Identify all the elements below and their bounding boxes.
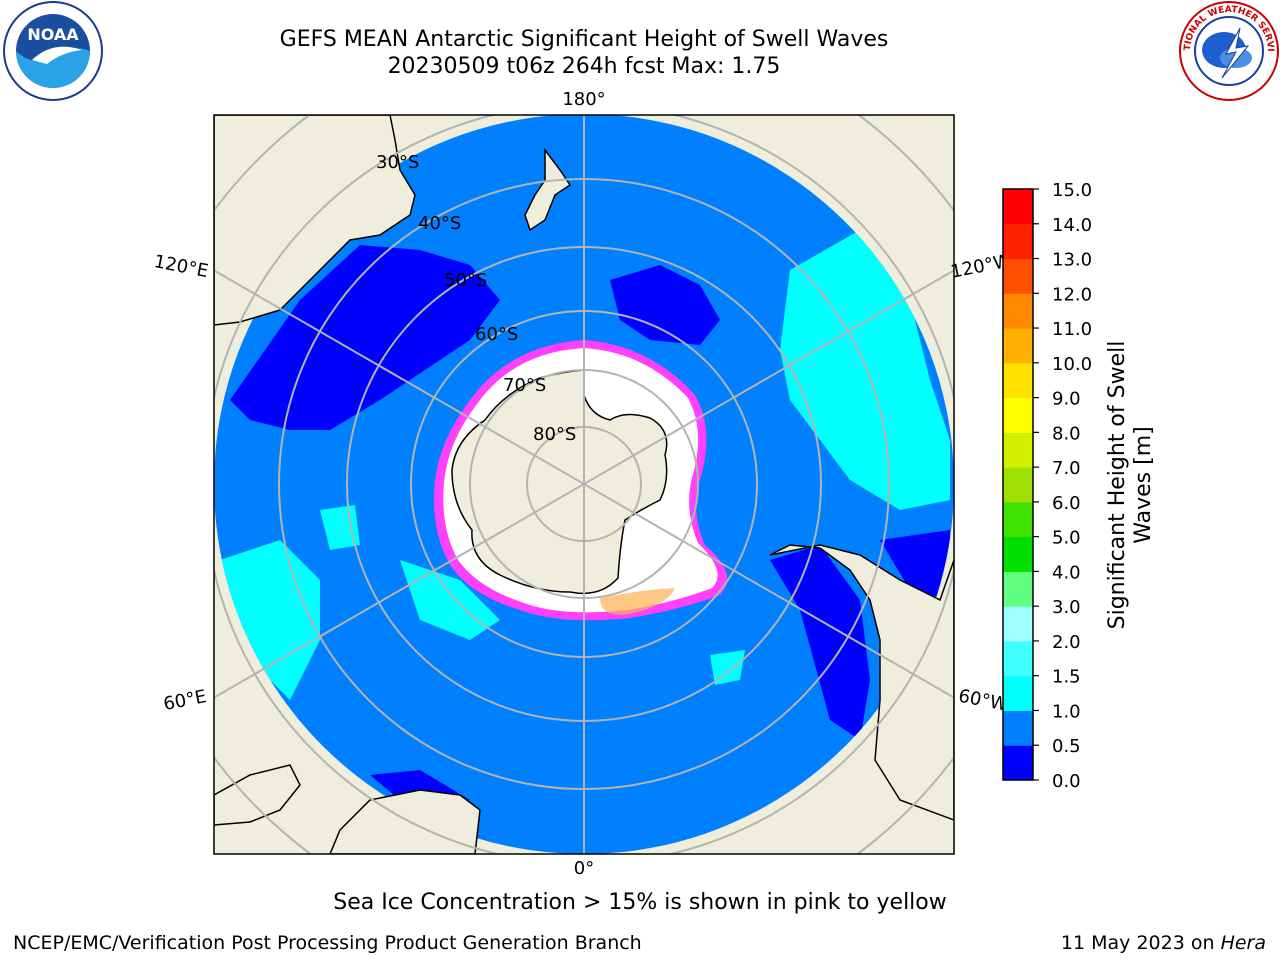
sea-ice-note: Sea Ice Concentration > 15% is shown in … bbox=[333, 890, 947, 915]
colorbar-band bbox=[1003, 258, 1033, 294]
chart-title: GEFS MEAN Antarctic Significant Height o… bbox=[279, 27, 889, 52]
colorbar-tick-label: 0.0 bbox=[1052, 771, 1081, 792]
lat-label-80s: 80°S bbox=[533, 424, 576, 445]
lat-label-50s: 50°S bbox=[444, 270, 487, 291]
nws-logo-icon: NATIONAL WEATHER SERVICE bbox=[1178, 0, 1279, 101]
map-frame bbox=[213, 114, 955, 855]
colorbar-tick-label: 15.0 bbox=[1052, 180, 1092, 201]
graticule bbox=[214, 115, 954, 854]
colorbar-tick-label: 13.0 bbox=[1052, 250, 1092, 271]
colorbar-band bbox=[1003, 606, 1033, 642]
lat-label-60s: 60°S bbox=[475, 324, 518, 345]
colorbar-ticks: 0.0 0.5 1.0 1.5 2.0 3.0 4.0 5.0 6.0 7.0 8.0 9.0 10.0… bbox=[1033, 180, 1092, 792]
swell-1-1.5-area bbox=[400, 560, 500, 640]
madagascar-landmass bbox=[214, 764, 301, 826]
meridian-line bbox=[583, 483, 954, 699]
colorbar-band bbox=[1003, 362, 1033, 399]
colorbar-tick-label: 9.0 bbox=[1052, 389, 1081, 410]
colorbar-band bbox=[1003, 223, 1033, 260]
colorbar-tick-label: 1.5 bbox=[1052, 667, 1081, 688]
south-america-landmass bbox=[769, 544, 954, 821]
colorbar-band bbox=[1003, 328, 1033, 364]
colorbar-bands bbox=[1003, 189, 1033, 781]
swell-1-1.5-area bbox=[710, 650, 745, 685]
colorbar-label-line1: Significant Height of Swell bbox=[1105, 341, 1130, 630]
colorbar-band bbox=[1003, 571, 1033, 607]
meridian-line bbox=[583, 269, 954, 485]
colorbar-tick-label: 7.0 bbox=[1052, 458, 1081, 479]
swell-0-0.5-area bbox=[880, 530, 950, 600]
colorbar-band bbox=[1003, 397, 1033, 433]
meridian-line bbox=[214, 269, 585, 485]
colorbar-tick-label: 12.0 bbox=[1052, 284, 1092, 305]
lat-label-40s: 40°S bbox=[418, 213, 461, 234]
colorbar-tick-label: 6.0 bbox=[1052, 493, 1081, 514]
colorbar-tick-label: 8.0 bbox=[1052, 423, 1081, 444]
colorbar-tick-label: 1.0 bbox=[1052, 701, 1081, 722]
meridian-line bbox=[214, 483, 585, 699]
noaa-logo-text: NOAA bbox=[27, 25, 79, 44]
colorbar-tick-label: 5.0 bbox=[1052, 528, 1081, 549]
colorbar-tick-label: 14.0 bbox=[1052, 215, 1092, 236]
colorbar-band bbox=[1003, 432, 1033, 468]
lon-label-180: 180° bbox=[562, 89, 605, 110]
colorbar-tick-label: 3.0 bbox=[1052, 597, 1081, 618]
australia-landmass bbox=[214, 115, 416, 326]
new-zealand-landmass bbox=[524, 147, 572, 232]
lat-label-70s: 70°S bbox=[503, 375, 546, 396]
footer-date-text: 11 May 2023 on bbox=[1060, 932, 1221, 954]
colorbar-band bbox=[1003, 189, 1033, 225]
noaa-logo-icon: NOAA bbox=[3, 1, 103, 101]
colorbar-tick-label: 0.5 bbox=[1052, 736, 1081, 757]
colorbar-tick-label: 11.0 bbox=[1052, 319, 1092, 340]
colorbar-band bbox=[1003, 467, 1033, 503]
swell-0-0.5-area bbox=[610, 265, 720, 345]
chart-subtitle: 20230509 t06z 264h fcst Max: 1.75 bbox=[387, 54, 781, 79]
colorbar-band bbox=[1003, 745, 1033, 781]
colorbar-tick-label: 2.0 bbox=[1052, 632, 1081, 653]
africa-landmass bbox=[329, 789, 481, 854]
footer-host: Hera bbox=[1220, 932, 1266, 954]
swell-0-0.5-area bbox=[230, 245, 500, 430]
colorbar-frame bbox=[1002, 188, 1034, 781]
colorbar-label-line2: Waves [m] bbox=[1131, 426, 1156, 543]
colorbar-band bbox=[1003, 675, 1033, 711]
colorbar-band bbox=[1003, 501, 1033, 538]
antarctica-landmass bbox=[451, 369, 668, 595]
colorbar-band bbox=[1003, 640, 1033, 677]
footer-producer: NCEP/EMC/Verification Post Processing Pr… bbox=[13, 932, 642, 954]
colorbar-band bbox=[1003, 536, 1033, 572]
lon-label-0: 0° bbox=[574, 858, 594, 879]
sea-ice-fringe bbox=[600, 588, 675, 615]
colorbar-band bbox=[1003, 293, 1033, 329]
colorbar-tick-label: 4.0 bbox=[1052, 562, 1081, 583]
colorbar-tick-label: 10.0 bbox=[1052, 354, 1092, 375]
footer-date: 11 May 2023 on Hera bbox=[1061, 932, 1266, 954]
lat-label-30s: 30°S bbox=[376, 152, 419, 173]
colorbar-band bbox=[1003, 710, 1033, 746]
